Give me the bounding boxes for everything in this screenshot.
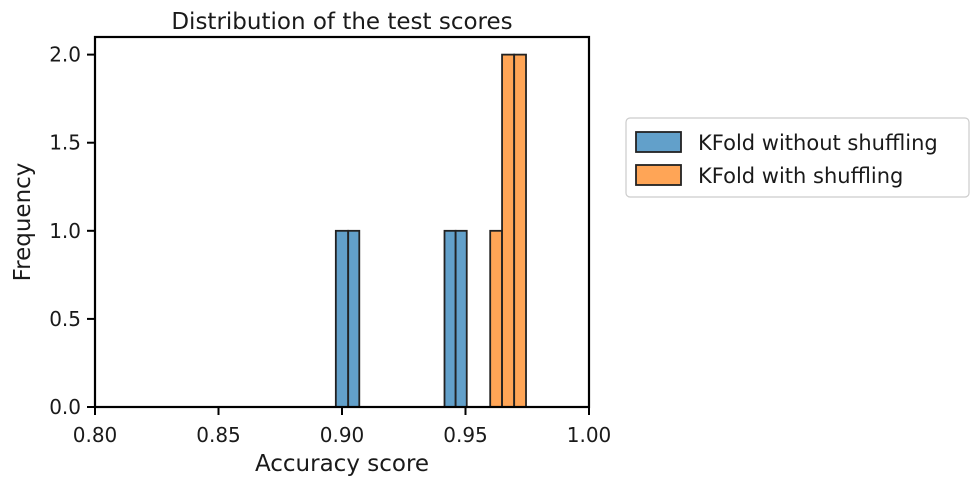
y-tick-label: 0.0	[49, 395, 81, 419]
x-tick-label: 0.85	[196, 423, 241, 447]
y-tick-label: 1.0	[49, 219, 81, 243]
y-tick-label: 1.5	[49, 131, 81, 155]
y-tick-label: 2.0	[49, 43, 81, 67]
histogram-bar	[489, 229, 503, 408]
histogram-bar	[443, 229, 457, 408]
legend-box	[625, 117, 970, 198]
bars-layer	[334, 53, 527, 408]
x-tick-label: 0.90	[320, 423, 365, 447]
y-axis-label: Frequency	[10, 163, 36, 282]
x-tick-label: 0.80	[73, 423, 118, 447]
legend-swatch	[635, 164, 682, 186]
x-axis-label: Accuracy score	[255, 451, 429, 477]
x-tick-label: 1.00	[567, 423, 612, 447]
legend-label: KFold with shuffling	[698, 164, 903, 188]
y-axis-ticks: 0.0 0.5 1.0 1.5 2.0	[49, 43, 95, 419]
histogram-bar	[334, 229, 350, 408]
legend-swatch	[635, 131, 682, 153]
histogram-bar	[347, 229, 361, 408]
legend: KFold without shuffling KFold with shuffl…	[625, 117, 970, 198]
x-tick-label: 0.95	[443, 423, 488, 447]
legend-label: KFold without shuffling	[698, 131, 938, 155]
x-axis-ticks: 0.80 0.85 0.90 0.95 1.00	[73, 407, 612, 447]
chart-title: Distribution of the test scores	[171, 9, 512, 35]
y-tick-label: 0.5	[49, 307, 81, 331]
histogram-bar	[513, 53, 527, 408]
histogram-bar	[501, 53, 516, 408]
histogram-bar	[454, 229, 468, 408]
